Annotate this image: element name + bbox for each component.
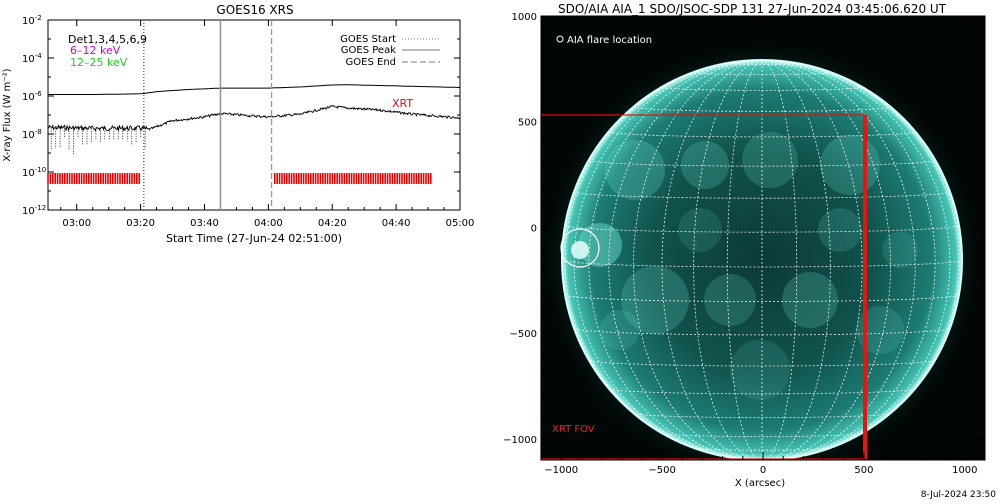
sun-x-tick-label: −500 xyxy=(648,465,675,476)
y-tick-label: 10-8 xyxy=(22,128,42,141)
grid-line xyxy=(761,60,831,460)
xrt-label: XRT xyxy=(392,97,413,110)
y-tick-label: 10-2 xyxy=(22,14,42,27)
sun-panel: SDO/AIA AIA_1 SDO/JSOC-SDP 131 27-Jun-20… xyxy=(503,2,996,500)
active-region xyxy=(730,340,790,400)
grid-line xyxy=(761,60,951,460)
legend-markers: GOES Start GOES Peak GOES End xyxy=(340,34,440,68)
grid-line xyxy=(608,60,763,460)
legend-goes-start: GOES Start xyxy=(340,34,396,45)
sun-y-tick-label: 1000 xyxy=(512,12,537,23)
active-region xyxy=(605,140,665,200)
sun-x-tick-label: 1000 xyxy=(952,465,977,476)
active-region xyxy=(818,208,862,252)
y-tick-label: 10-4 xyxy=(22,52,42,65)
sun-title: SDO/AIA AIA_1 SDO/JSOC-SDP 131 27-Jun-20… xyxy=(558,2,947,16)
grid-line xyxy=(726,60,763,460)
x-tick-label: 03:20 xyxy=(126,218,155,229)
sun-x-axis-label: X (arcsec) xyxy=(735,478,785,489)
xrt-fov-label: XRT FOV xyxy=(552,424,595,435)
flare-brightening xyxy=(571,241,589,259)
grid-line xyxy=(761,60,916,460)
goes-markers xyxy=(143,20,273,210)
sun-x-tick-label: −1000 xyxy=(544,465,578,476)
active-region xyxy=(882,232,918,268)
flare-location-circle xyxy=(560,228,600,268)
x-tick-label: 04:00 xyxy=(254,218,283,229)
active-region xyxy=(600,310,640,350)
goes-x-axis: 03:00 03:20 03:40 04:00 04:20 04:40 05:00 xyxy=(60,20,475,229)
grid-line xyxy=(608,131,916,138)
y-tick-label: 10-10 xyxy=(22,166,46,179)
sun-y-tick-label: 500 xyxy=(518,118,537,129)
grid-line xyxy=(662,433,862,437)
goes-series-line xyxy=(48,84,461,95)
x-tick-label: 03:00 xyxy=(62,218,91,229)
y-tick-label: 10-12 xyxy=(22,204,46,217)
active-region xyxy=(704,274,756,326)
goes-y-axis: 10-2 10-4 10-6 10-8 10-10 10-12 xyxy=(22,14,460,217)
goes-title: GOES16 XRS xyxy=(216,3,293,17)
legend-goes-peak: GOES Peak xyxy=(341,45,396,56)
grid-line xyxy=(761,60,936,460)
grid-line xyxy=(633,413,891,418)
legend-goes-end: GOES End xyxy=(346,57,396,68)
sun-y-axis: 1000 500 0 −500 −1000 xyxy=(503,12,985,446)
grid-line xyxy=(661,60,763,460)
goes-panel: GOES16 XRS 10-2 10-4 10-6 10-8 10-10 10-12 03… xyxy=(2,3,474,245)
goes-noise-spikes xyxy=(50,128,146,155)
sun-x-axis: −1000 −500 0 500 1000 xyxy=(544,16,978,476)
flare-legend-label: AIA flare location xyxy=(567,35,652,46)
x-tick-label: 04:40 xyxy=(382,218,411,229)
sun-x-tick-label: 0 xyxy=(760,465,766,476)
flare-legend-icon xyxy=(556,35,564,43)
grid-line xyxy=(761,60,892,460)
sun-y-tick-label: 0 xyxy=(531,223,537,234)
grid-line xyxy=(608,388,916,395)
active-region xyxy=(681,141,729,189)
grid-line xyxy=(761,60,798,460)
goes-y-axis-label: X-ray Flux (W m⁻²) xyxy=(2,68,13,161)
sun-y-tick-label: −500 xyxy=(510,329,537,340)
grid-line xyxy=(693,60,763,460)
grid-line xyxy=(588,60,763,460)
legend-6-12kev: 6–12 keV xyxy=(70,44,121,57)
xrt-coverage xyxy=(47,173,432,184)
goes-series xyxy=(47,84,461,155)
goes-series-line xyxy=(47,104,461,132)
active-region xyxy=(856,306,904,354)
sun-x-tick-label: 500 xyxy=(854,465,873,476)
sun-limb xyxy=(561,59,963,460)
active-regions xyxy=(571,132,918,400)
legend-12-25kev: 12–25 keV xyxy=(70,56,128,69)
goes-x-axis-label: Start Time (27-Jun-24 02:51:00) xyxy=(166,232,342,245)
grid-line xyxy=(727,62,797,65)
active-region xyxy=(742,132,798,188)
grid-line xyxy=(574,328,950,336)
y-tick-label: 10-6 xyxy=(22,90,42,103)
grid-line xyxy=(632,60,763,460)
sun-y-tick-label: −1000 xyxy=(503,435,537,446)
grid-line xyxy=(761,60,863,460)
x-tick-label: 04:20 xyxy=(318,218,347,229)
active-region xyxy=(621,266,689,334)
grid-line xyxy=(565,294,959,302)
grid-line xyxy=(573,60,763,460)
legend-detectors: Det1,3,4,5,6,9 xyxy=(68,33,147,46)
x-tick-label: 03:40 xyxy=(190,218,219,229)
active-region xyxy=(678,208,722,252)
x-tick-label: 05:00 xyxy=(446,218,475,229)
timestamp: 8-Jul-2024 23:50 xyxy=(921,490,997,500)
